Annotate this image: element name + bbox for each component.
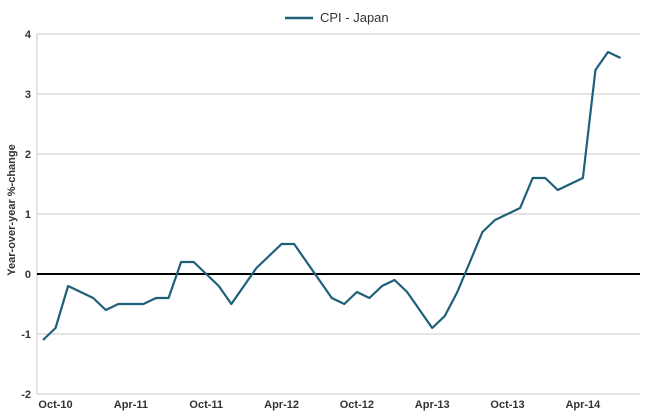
y-tick-label: 2 (25, 149, 31, 161)
gridlines (36, 33, 640, 395)
x-tick-label: Oct-10 (38, 399, 72, 411)
x-axis-ticks: Oct-10 Apr-11 Oct-11 Apr-12 Oct-12 Apr-13 Oct-… (38, 399, 601, 411)
x-tick-label: Oct-13 (490, 399, 524, 411)
x-tick-label: Oct-12 (340, 399, 374, 411)
x-tick-label: Apr-11 (114, 399, 148, 411)
x-tick-label: Apr-13 (415, 399, 450, 411)
x-tick-label: Apr-12 (264, 399, 299, 411)
y-tick-label: 0 (25, 269, 31, 281)
y-tick-label: 4 (25, 29, 32, 41)
series-points (42, 51, 621, 341)
legend: CPI - Japan (285, 10, 389, 25)
series-line-cpi-japan (42, 50, 622, 341)
y-axis-title: Year-over-year %-change (6, 144, 18, 275)
x-tick-label: Apr-14 (565, 399, 601, 411)
y-tick-label: 3 (25, 89, 31, 101)
x-tick-label: Oct-11 (189, 399, 223, 411)
y-tick-label: -1 (21, 329, 31, 341)
y-tick-label: -2 (21, 389, 31, 401)
y-tick-label: 1 (25, 209, 31, 221)
y-axis-ticks: -2 -1 0 1 2 3 4 (21, 29, 32, 401)
legend-label-cpi-japan: CPI - Japan (320, 10, 389, 25)
